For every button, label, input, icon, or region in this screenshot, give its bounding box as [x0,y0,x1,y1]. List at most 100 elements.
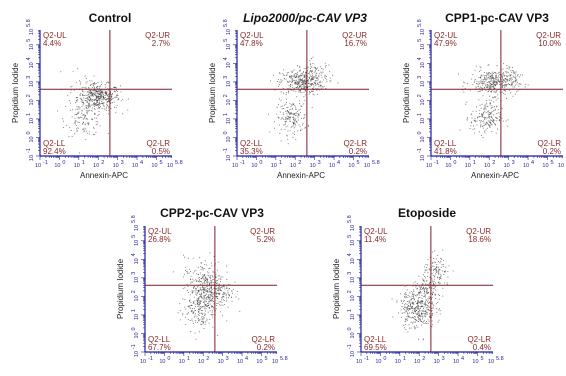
event-dot [419,289,421,291]
event-dot [210,292,212,294]
event-dot [290,81,292,82]
event-dot [234,281,236,283]
x-tick-label: 10 [218,359,224,365]
event-dot [179,319,181,321]
event-dot [484,107,486,109]
event-dot [488,120,490,122]
event-dot [293,123,295,124]
event-dot [200,300,202,302]
event-dot [410,308,412,309]
event-dot [209,278,211,280]
event-dot [283,74,284,76]
event-dot [294,112,296,114]
event-dot [480,107,482,109]
event-dot [432,293,433,295]
event-dot [297,65,298,67]
event-dot [499,120,500,121]
event-dot [496,113,498,114]
event-dot [405,296,407,298]
event-dot [412,285,414,287]
event-dot [212,306,214,308]
event-dot [191,281,193,283]
event-dot [292,116,294,118]
event-dot [74,133,76,135]
event-dot [104,93,106,95]
event-dot [504,89,506,91]
event-dot [431,278,433,280]
event-dot [405,309,407,311]
event-dot [287,106,289,108]
event-dot [429,256,431,258]
event-dot [296,84,298,85]
event-dot [204,302,206,304]
event-dot [418,314,420,316]
event-dot [440,257,442,259]
event-dot [222,299,224,301]
event-dot [421,302,423,304]
event-dot [324,75,326,77]
event-dot [499,81,500,83]
event-dot [484,110,486,112]
event-dot [411,299,413,301]
event-dot [463,91,465,93]
quadrant-name-lr: Q2-LR [251,335,275,344]
y-tick-label: 10 [420,118,426,124]
event-dot [492,117,493,119]
event-dot [300,84,302,86]
event-dot [493,72,494,74]
event-dot [285,116,287,118]
quadrant-value-ul: 47.8% [240,39,263,48]
event-dot [417,302,418,304]
event-dot [198,312,200,314]
event-dot [442,266,444,267]
event-dot [190,302,192,303]
event-dot [317,88,319,89]
event-dot [219,289,221,291]
event-dot [507,80,508,82]
event-dot [505,85,507,87]
event-dot [77,68,79,70]
event-dot [435,269,437,270]
event-dot [438,261,439,262]
event-dot [492,85,494,87]
event-dot [207,296,209,298]
event-dot [304,90,306,91]
event-dot [487,73,489,75]
quadrant-name-lr: Q2-LR [343,139,367,148]
event-dot [505,84,506,86]
event-dot [304,80,305,82]
event-dot [77,106,79,108]
event-dot [212,305,214,307]
y-tick-label-group: 105 [131,235,140,246]
event-dot [292,132,294,134]
event-dot [486,127,488,129]
event-dot [479,116,481,117]
x-tick-label: 10 [198,359,204,365]
event-dot [199,309,201,311]
event-dot [203,288,205,290]
event-dot [434,293,436,295]
event-dot [82,90,83,92]
event-dot [417,291,419,293]
event-dot [237,291,239,293]
event-dot [302,80,304,82]
event-dot [428,320,430,322]
y-tick-label-group: 101 [26,113,35,124]
event-dot [294,83,296,85]
event-dot [508,83,509,85]
event-dot [287,110,288,111]
event-dot [299,78,301,80]
event-dot [493,87,495,89]
event-dot [207,290,208,291]
event-dot [299,91,301,93]
event-dot [274,127,275,129]
event-dot [411,306,413,308]
event-dot [514,86,515,88]
event-dot [92,126,94,128]
event-dot [414,328,416,330]
event-dot [490,80,492,82]
y-tick-exponent: 2 [417,94,423,97]
event-dot [208,288,210,290]
event-dot [296,121,298,122]
